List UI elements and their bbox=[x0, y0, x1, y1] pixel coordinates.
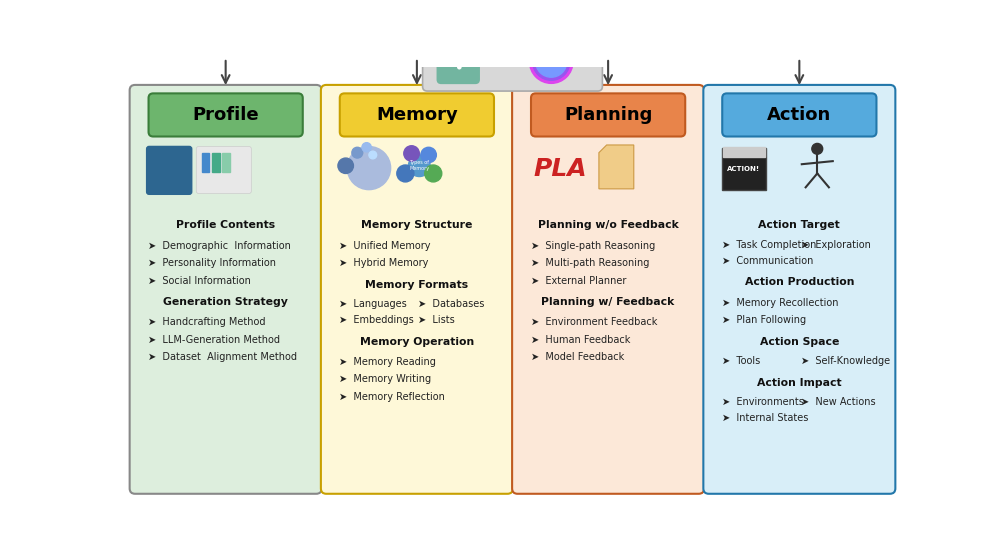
Bar bbox=[212, 153, 220, 172]
Circle shape bbox=[362, 143, 371, 152]
Circle shape bbox=[397, 165, 414, 182]
FancyBboxPatch shape bbox=[423, 34, 602, 91]
Text: ✾: ✾ bbox=[449, 53, 468, 73]
Circle shape bbox=[352, 147, 363, 158]
FancyBboxPatch shape bbox=[437, 41, 480, 84]
Text: ➤  Memory Writing: ➤ Memory Writing bbox=[339, 375, 432, 384]
Bar bbox=[222, 153, 230, 172]
Text: Memory Formats: Memory Formats bbox=[365, 279, 468, 290]
Text: ➤  Single-path Reasoning: ➤ Single-path Reasoning bbox=[531, 241, 655, 251]
Text: ➤  Demographic  Information: ➤ Demographic Information bbox=[148, 241, 291, 251]
FancyBboxPatch shape bbox=[149, 94, 303, 137]
Text: ➤  Unified Memory: ➤ Unified Memory bbox=[339, 241, 431, 251]
Text: Action: Action bbox=[767, 106, 831, 124]
Circle shape bbox=[425, 165, 442, 182]
FancyBboxPatch shape bbox=[512, 85, 704, 494]
FancyBboxPatch shape bbox=[321, 85, 513, 494]
FancyBboxPatch shape bbox=[531, 94, 685, 137]
Text: ➤  External Planner: ➤ External Planner bbox=[531, 276, 626, 286]
Text: ➤  Plan Following: ➤ Plan Following bbox=[722, 315, 806, 325]
Circle shape bbox=[347, 147, 391, 190]
Circle shape bbox=[338, 158, 353, 174]
Text: ➤  Hybrid Memory: ➤ Hybrid Memory bbox=[339, 258, 429, 268]
Text: ➤  Social Information: ➤ Social Information bbox=[148, 276, 251, 286]
Circle shape bbox=[408, 155, 430, 176]
Text: ➤  Multi-path Reasoning: ➤ Multi-path Reasoning bbox=[531, 258, 649, 268]
Circle shape bbox=[533, 43, 570, 80]
Text: Action Impact: Action Impact bbox=[757, 377, 842, 388]
Text: ➤  Memory Reflection: ➤ Memory Reflection bbox=[339, 392, 445, 402]
Circle shape bbox=[369, 151, 377, 159]
Text: ➤  Databases: ➤ Databases bbox=[418, 299, 485, 309]
Text: Action Target: Action Target bbox=[758, 221, 840, 230]
Text: ➤  Tools: ➤ Tools bbox=[722, 356, 760, 366]
Text: Types of
Memory: Types of Memory bbox=[409, 160, 429, 171]
Bar bbox=[723, 147, 765, 156]
Text: Memory Operation: Memory Operation bbox=[360, 337, 474, 347]
Text: Planning w/o Feedback: Planning w/o Feedback bbox=[538, 221, 678, 230]
Text: ➤  Lists: ➤ Lists bbox=[418, 315, 455, 325]
Text: ➤  Communication: ➤ Communication bbox=[722, 256, 813, 266]
Text: Profile Contents: Profile Contents bbox=[176, 221, 275, 230]
Text: Planning: Planning bbox=[564, 106, 652, 124]
Circle shape bbox=[536, 46, 567, 77]
Text: ➤  Exploration: ➤ Exploration bbox=[801, 240, 871, 250]
Text: ➤  Environments: ➤ Environments bbox=[722, 396, 804, 407]
Polygon shape bbox=[599, 145, 634, 189]
Text: Profile: Profile bbox=[192, 106, 259, 124]
Text: ➤  Task Completion: ➤ Task Completion bbox=[722, 240, 816, 250]
Text: ➤  Dataset  Alignment Method: ➤ Dataset Alignment Method bbox=[148, 352, 297, 362]
Text: ➤  Self-Knowledge: ➤ Self-Knowledge bbox=[801, 356, 890, 366]
Text: ➤  LLM-Generation Method: ➤ LLM-Generation Method bbox=[148, 335, 280, 345]
FancyBboxPatch shape bbox=[703, 85, 895, 494]
Text: ➤  Internal States: ➤ Internal States bbox=[722, 413, 808, 423]
FancyBboxPatch shape bbox=[196, 147, 251, 193]
FancyBboxPatch shape bbox=[722, 94, 876, 137]
Text: ➤  Memory Recollection: ➤ Memory Recollection bbox=[722, 298, 838, 308]
Circle shape bbox=[421, 147, 436, 162]
FancyBboxPatch shape bbox=[340, 94, 494, 137]
Text: ✦: ✦ bbox=[544, 53, 559, 71]
Text: ➤  Handcrafting Method: ➤ Handcrafting Method bbox=[148, 318, 266, 328]
Text: Planning w/ Feedback: Planning w/ Feedback bbox=[541, 297, 675, 307]
Text: PLA: PLA bbox=[533, 157, 587, 181]
Text: ➤  Human Feedback: ➤ Human Feedback bbox=[531, 335, 630, 345]
Text: Memory Structure: Memory Structure bbox=[361, 221, 473, 230]
FancyBboxPatch shape bbox=[722, 148, 766, 190]
FancyBboxPatch shape bbox=[130, 85, 322, 494]
Text: ➤  Languages: ➤ Languages bbox=[339, 299, 407, 309]
Text: ➤  Environment Feedback: ➤ Environment Feedback bbox=[531, 318, 657, 328]
Text: ACTION!: ACTION! bbox=[727, 166, 760, 172]
Circle shape bbox=[812, 143, 823, 154]
FancyBboxPatch shape bbox=[146, 146, 192, 195]
Circle shape bbox=[530, 40, 573, 83]
Text: ➤  Memory Reading: ➤ Memory Reading bbox=[339, 357, 436, 367]
Text: Action Space: Action Space bbox=[760, 337, 839, 347]
Text: Action Production: Action Production bbox=[745, 277, 854, 287]
Circle shape bbox=[404, 146, 419, 161]
Text: Generation Strategy: Generation Strategy bbox=[163, 297, 288, 307]
Bar bbox=[202, 153, 209, 172]
Text: ➤  Personality Information: ➤ Personality Information bbox=[148, 258, 276, 268]
Text: ➤  New Actions: ➤ New Actions bbox=[801, 396, 876, 407]
Text: ➤  Embeddings: ➤ Embeddings bbox=[339, 315, 414, 325]
Text: Memory: Memory bbox=[376, 106, 458, 124]
Text: ➤  Model Feedback: ➤ Model Feedback bbox=[531, 352, 624, 362]
